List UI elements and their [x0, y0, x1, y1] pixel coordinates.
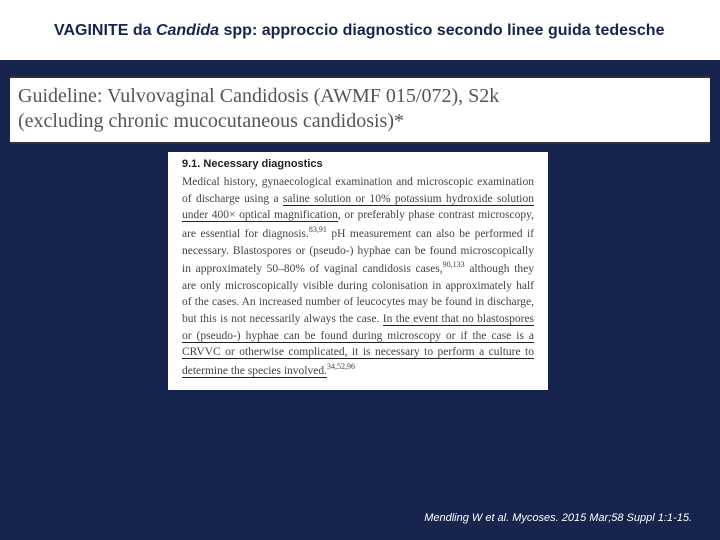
body-text-box: 9.1. Necessary diagnostics Medical histo… [168, 152, 548, 390]
slide-title: VAGINITE da Candida spp: approccio diagn… [54, 22, 680, 40]
ref-2: 90,133 [443, 260, 465, 269]
section-heading: 9.1. Necessary diagnostics [182, 158, 534, 170]
ref-1: 83,91 [309, 225, 327, 234]
title-suffix: spp: approccio diagnostico secondo linee… [219, 22, 664, 39]
guideline-header: Guideline: Vulvovaginal Candidosis (AWMF… [10, 76, 710, 144]
title-prefix: VAGINITE da [54, 22, 156, 39]
body-paragraph: Medical history, gynaecological examinat… [182, 174, 534, 380]
guideline-line1: Guideline: Vulvovaginal Candidosis (AWMF… [18, 84, 702, 109]
citation: Mendling W et al. Mycoses. 2015 Mar;58 S… [424, 512, 692, 524]
title-italic: Candida [156, 22, 219, 39]
guideline-line2: (excluding chronic mucocutaneous candido… [18, 109, 702, 134]
ref-3: 34,52,96 [327, 362, 355, 371]
